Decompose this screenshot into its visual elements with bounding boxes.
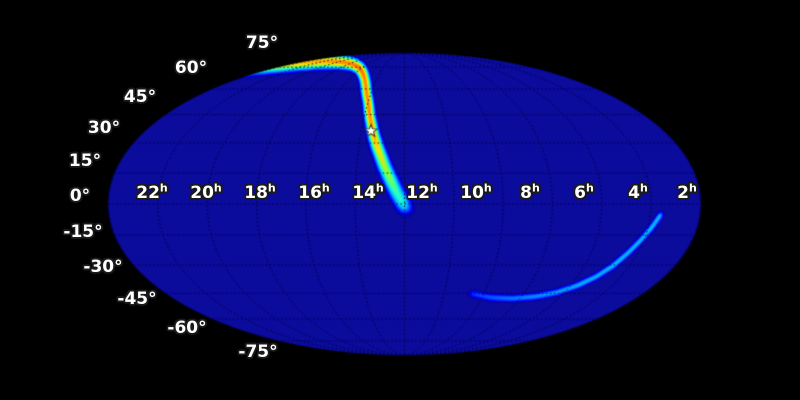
dec-tick-label: -15°	[63, 222, 103, 242]
ra-tick-label: 10h	[460, 181, 492, 203]
ra-tick-label: 20h	[190, 181, 222, 203]
ra-tick-unit: h	[640, 181, 648, 195]
ra-tick-unit: h	[532, 181, 540, 195]
dec-tick-label: -60°	[167, 318, 207, 338]
ra-tick-label: 14h	[352, 181, 384, 203]
ra-tick-unit: h	[689, 181, 697, 195]
dec-tick-label: 0°	[69, 186, 91, 206]
ra-tick-value: 6	[574, 183, 586, 203]
ra-tick-value: 20	[190, 183, 214, 203]
ra-tick-unit: h	[159, 181, 168, 195]
dec-tick-label: 15°	[68, 151, 102, 171]
ra-tick-label: 2h	[677, 181, 697, 203]
dec-tick-label: -75°	[238, 342, 278, 362]
ra-tick-value: 8	[520, 183, 532, 203]
dec-tick-label: 60°	[174, 58, 208, 78]
ra-tick-label: 16h	[298, 181, 330, 203]
dec-tick-label: 30°	[87, 118, 121, 138]
ra-tick-unit: h	[483, 181, 492, 195]
ra-tick-unit: h	[267, 181, 276, 195]
dec-tick-label: 75°	[245, 33, 279, 53]
ra-tick-unit: h	[375, 181, 384, 195]
ra-tick-unit: h	[213, 181, 222, 195]
ra-tick-value: 22	[136, 183, 160, 203]
ra-tick-value: 14	[352, 183, 376, 203]
ra-tick-label: 22h	[136, 181, 168, 203]
ra-tick-value: 10	[460, 183, 484, 203]
dec-tick-label: 45°	[123, 87, 157, 107]
ra-tick-value: 4	[628, 183, 640, 203]
ra-tick-unit: h	[429, 181, 438, 195]
ra-tick-unit: h	[586, 181, 594, 195]
ra-tick-label: 6h	[574, 181, 594, 203]
dec-tick-label: -45°	[117, 289, 157, 309]
ra-tick-value: 18	[244, 183, 268, 203]
ra-tick-value: 12	[406, 183, 430, 203]
ra-tick-label: 12h	[406, 181, 438, 203]
ra-tick-label: 18h	[244, 181, 276, 203]
ra-tick-value: 2	[677, 183, 689, 203]
ra-tick-label: 4h	[628, 181, 648, 203]
dec-tick-label: -30°	[83, 257, 123, 277]
ra-tick-value: 16	[298, 183, 322, 203]
ra-tick-label: 8h	[520, 181, 540, 203]
ra-tick-unit: h	[321, 181, 330, 195]
